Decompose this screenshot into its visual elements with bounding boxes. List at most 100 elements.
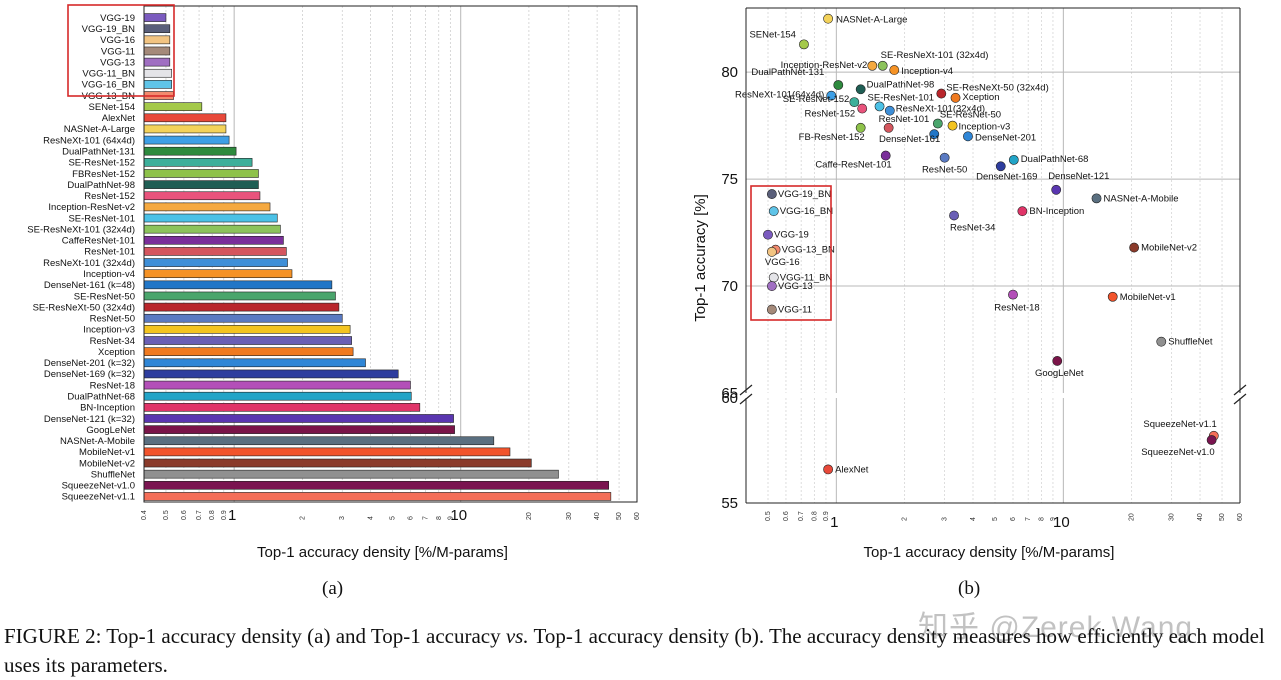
bar [143, 291, 336, 301]
point-label: GoogLeNet [1035, 368, 1084, 379]
scatter-point [884, 105, 895, 116]
bar [143, 224, 281, 234]
bar [143, 180, 259, 189]
point-label: MobileNet-v1 [1120, 292, 1176, 303]
scatter-point [1008, 154, 1019, 165]
bar [143, 124, 227, 134]
scatter-point [877, 60, 888, 71]
bar [143, 492, 612, 501]
category-label: SE-ResNet-50 [74, 291, 135, 302]
bar [143, 80, 172, 89]
category-label: Inception-ResNet-v2 [48, 202, 135, 213]
category-label: CaffeResNet-101 [62, 236, 135, 247]
minor-tick-label: 0.8 [209, 510, 216, 520]
scatter-point [880, 150, 891, 161]
point-label: SqueezeNet-v1.1 [1143, 419, 1216, 430]
category-label: VGG-19 [100, 13, 135, 24]
bar [143, 258, 288, 267]
category-label: Xception [98, 347, 135, 358]
y-axis-title: Top-1 accuracy [%] [692, 194, 709, 322]
scatter-point [1091, 193, 1102, 204]
subfig-label-b: (b) [958, 578, 981, 599]
scatter-point [849, 97, 860, 108]
point-label: Inception-v3 [959, 122, 1011, 133]
bar [143, 247, 287, 256]
scatter-point [823, 464, 834, 475]
scatter-point [768, 206, 779, 217]
minor-tick-label: 6 [1010, 517, 1017, 521]
bar [143, 358, 366, 368]
point-label: SE-ResNet-50 [940, 110, 1001, 121]
caption-part2: Top-1 accuracy density (b). The accuracy… [4, 624, 1265, 677]
category-label: FBResNet-152 [72, 169, 135, 180]
minor-tick-label: 30 [566, 512, 573, 520]
bar [143, 235, 284, 245]
bar [143, 380, 411, 390]
point-label: SE-ResNet-101 [868, 92, 935, 103]
point-label: SE-ResNet-152 [783, 94, 850, 105]
scatter-point [883, 122, 894, 133]
minor-tick-label: 5 [390, 516, 397, 520]
point-label: ResNet-50 [922, 165, 967, 176]
point-label: VGG-19_BN [778, 189, 831, 200]
category-label: VGG-13 [100, 57, 135, 68]
category-label: Inception-v3 [83, 325, 135, 336]
plot-frame [143, 5, 638, 503]
bar [143, 280, 333, 290]
scatter-point [763, 229, 773, 240]
category-label: ResNet-34 [90, 336, 135, 347]
category-label: ResNeXt-101 (32x4d) [43, 258, 135, 269]
point-label: SE-ResNeXt-101 (32x4d) [881, 50, 989, 61]
minor-tick-label: 50 [616, 512, 623, 520]
point-label: VGG-11 [778, 305, 812, 316]
bar [143, 313, 343, 323]
bar [143, 369, 399, 379]
vgg-highlight-box [750, 185, 832, 321]
scatter-point [963, 131, 973, 142]
minor-tick-label: 40 [594, 512, 601, 520]
minor-tick-label: 9 [1050, 517, 1057, 521]
bar [143, 46, 171, 56]
minor-tick-label: 0.6 [181, 510, 188, 520]
point-label: ResNet-152 [805, 109, 856, 120]
point-label: SENet-154 [749, 29, 795, 40]
point-label: VGG-16 [765, 257, 800, 268]
category-label: VGG-19_BN [82, 24, 135, 35]
bar [143, 414, 454, 423]
y-tick-label: 60 [721, 390, 738, 407]
major-tick-label: 1 [228, 507, 236, 524]
minor-tick-label: 3 [339, 516, 346, 520]
minor-tick-label: 50 [1219, 513, 1226, 521]
bar [143, 447, 511, 457]
point-label: FB-ResNet-152 [799, 132, 865, 143]
minor-tick-label: 0.7 [196, 510, 203, 520]
scatter-point [1017, 206, 1028, 217]
category-label: MobileNet-v2 [79, 458, 135, 469]
scatter-point [855, 122, 866, 133]
caption-vs: vs. [505, 624, 529, 648]
y-tick-label: 55 [721, 495, 738, 512]
bar [143, 202, 271, 212]
major-tick-label: 1 [830, 514, 838, 531]
point-label: ShuffleNet [1168, 337, 1213, 348]
category-label: VGG-16 [100, 35, 135, 46]
scatter-point [1156, 336, 1167, 347]
scatter-point [995, 161, 1006, 172]
scatter-point [766, 281, 777, 291]
minor-tick-label: 8 [1038, 517, 1045, 521]
bar [143, 191, 261, 201]
minor-tick-label: 0.6 [783, 511, 790, 521]
category-label: ResNet-18 [90, 380, 135, 391]
major-tick-label: 10 [1053, 514, 1070, 531]
point-label: VGG-16_BN [780, 206, 833, 217]
scatter-point [1008, 289, 1018, 300]
figure: VGG-19VGG-19_BNVGG-16VGG-11VGG-13VGG-11_… [27, 4, 1247, 561]
minor-tick-label: 6 [407, 516, 414, 520]
minor-tick-label: 9 [447, 516, 454, 520]
minor-tick-label: 60 [634, 512, 641, 520]
major-tick-label: 10 [450, 507, 467, 524]
y-tick-label: 70 [721, 278, 738, 295]
category-label: DualPathNet-68 [67, 392, 135, 403]
point-label: MobileNet-v2 [1141, 243, 1197, 254]
bar [143, 302, 340, 312]
